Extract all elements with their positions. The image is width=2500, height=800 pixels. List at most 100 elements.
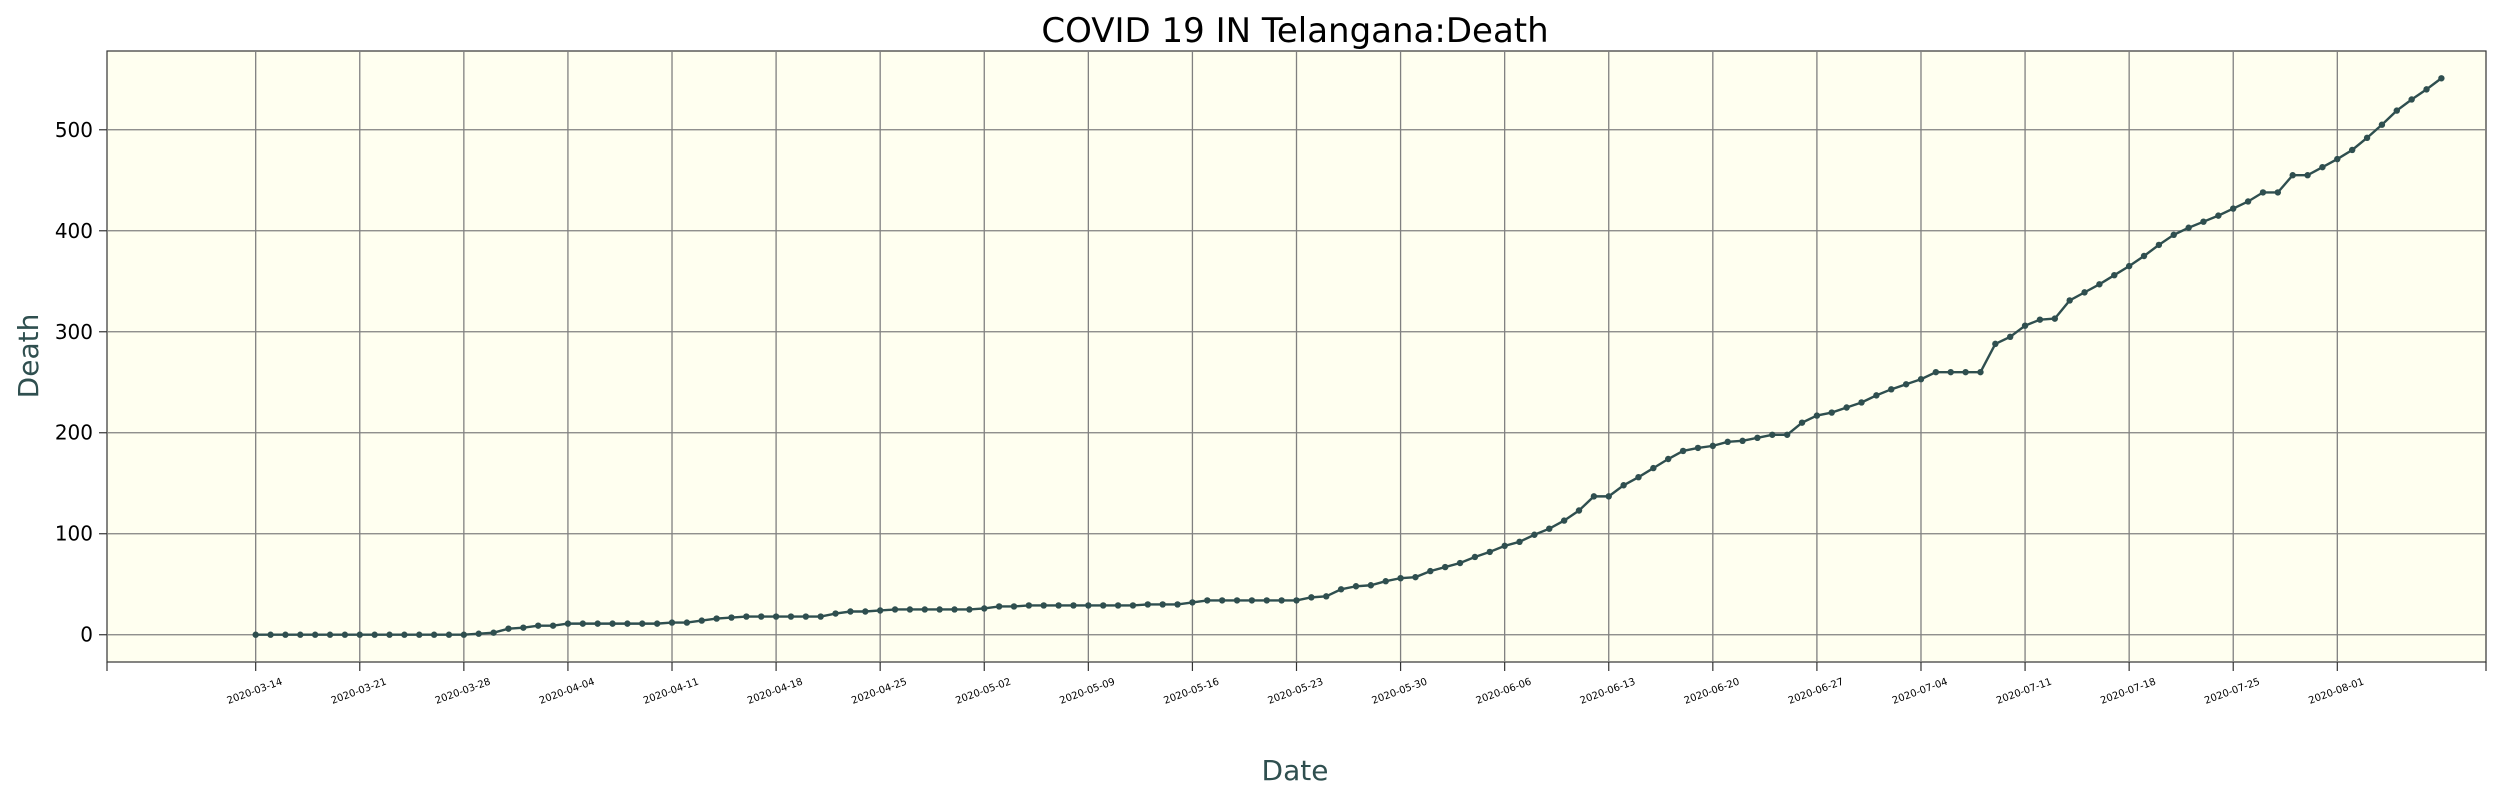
data-point <box>2304 172 2311 179</box>
data-point <box>2036 316 2044 323</box>
data-point <box>252 631 259 638</box>
y-tick-label: 0 <box>80 623 93 647</box>
data-point <box>1843 404 1850 411</box>
x-tick-label: 2020-03-28 <box>434 677 492 707</box>
y-tick-label: 200 <box>55 421 93 445</box>
series-line <box>255 77 2443 636</box>
data-point <box>1888 386 1895 393</box>
data-point <box>609 620 616 627</box>
data-point <box>594 620 601 627</box>
data-point <box>1427 567 1434 575</box>
data-point <box>1858 399 1865 406</box>
data-point <box>520 624 527 631</box>
x-tick-label: 2020-04-18 <box>746 677 804 707</box>
data-point <box>1724 438 1731 446</box>
data-point <box>1769 431 1776 438</box>
data-point <box>2200 218 2207 225</box>
data-point <box>371 631 378 638</box>
data-point <box>1873 392 1880 399</box>
y-axis-ticks: 0 100 200 300 400 500 <box>55 118 107 647</box>
data-point <box>1323 593 1330 600</box>
data-point <box>549 622 557 629</box>
data-point <box>401 631 408 638</box>
data-point <box>1620 482 1627 489</box>
data-point <box>2438 75 2445 82</box>
y-tick-label: 500 <box>55 118 93 142</box>
data-point <box>1679 447 1687 455</box>
data-point <box>1471 553 1479 561</box>
data-point <box>639 620 646 627</box>
data-point <box>1204 597 1211 604</box>
x-tick-label: 2020-04-04 <box>538 677 596 707</box>
data-point <box>1560 517 1568 524</box>
grid-lines <box>107 51 2486 662</box>
data-point <box>1546 525 1553 532</box>
data-point <box>1902 381 1910 388</box>
data-point <box>1694 444 1702 452</box>
data-point <box>534 622 542 629</box>
data-point <box>2259 189 2267 196</box>
data-point <box>505 625 512 632</box>
x-tick-label: 2020-06-27 <box>1787 677 1845 707</box>
data-point <box>2066 297 2073 304</box>
x-tick-label: 2020-07-18 <box>2099 677 2157 707</box>
data-point <box>2244 198 2252 205</box>
x-tick-label: 2020-06-20 <box>1683 677 1741 707</box>
data-point <box>1382 578 1389 585</box>
data-point <box>386 631 393 638</box>
data-point <box>2363 134 2371 142</box>
data-point <box>1233 597 1241 604</box>
data-point <box>2289 172 2296 179</box>
y-tick-label: 400 <box>55 219 93 243</box>
data-point <box>1367 582 1375 589</box>
data-point <box>1412 573 1419 581</box>
data-point <box>579 620 586 627</box>
data-point <box>1798 419 1806 426</box>
data-point <box>2155 241 2163 249</box>
data-point <box>1531 531 1538 538</box>
data-point <box>416 631 423 638</box>
data-point <box>743 613 750 620</box>
data-point <box>2170 231 2177 238</box>
data-point <box>1144 601 1152 608</box>
data-point <box>1397 574 1404 582</box>
data-point <box>2230 205 2237 212</box>
x-tick-label: 2020-03-21 <box>330 677 388 707</box>
data-point <box>326 631 334 638</box>
data-point <box>624 620 631 627</box>
data-point <box>653 620 661 627</box>
x-tick-label: 2020-07-11 <box>1995 677 2053 707</box>
data-point <box>2096 281 2103 288</box>
data-point <box>995 603 1003 610</box>
x-tick-label: 2020-05-16 <box>1162 677 1220 707</box>
data-point <box>267 631 274 638</box>
data-point <box>1248 597 1256 604</box>
data-point <box>297 631 304 638</box>
data-point <box>341 631 349 638</box>
data-point <box>1189 599 1196 606</box>
data-point <box>758 613 765 620</box>
data-point <box>1605 493 1612 500</box>
data-point <box>1516 538 1523 546</box>
data-point <box>787 613 795 620</box>
data-point <box>1055 602 1062 609</box>
data-point <box>2274 189 2282 196</box>
data-point <box>876 607 884 614</box>
data-point <box>1025 602 1033 609</box>
data-point <box>2393 107 2400 114</box>
data-point <box>847 608 854 615</box>
y-tick-label: 300 <box>55 320 93 344</box>
data-point <box>668 619 676 626</box>
data-point <box>1174 601 1181 608</box>
data-point <box>906 606 914 613</box>
data-point <box>2007 333 2014 341</box>
data-point <box>490 629 497 636</box>
data-point <box>356 631 363 638</box>
data-point <box>1337 586 1345 593</box>
data-point <box>2081 289 2088 296</box>
data-point <box>2185 224 2192 231</box>
x-tick-label: 2020-08-01 <box>2307 677 2365 707</box>
data-point <box>1263 597 1270 604</box>
data-point <box>2140 252 2148 260</box>
